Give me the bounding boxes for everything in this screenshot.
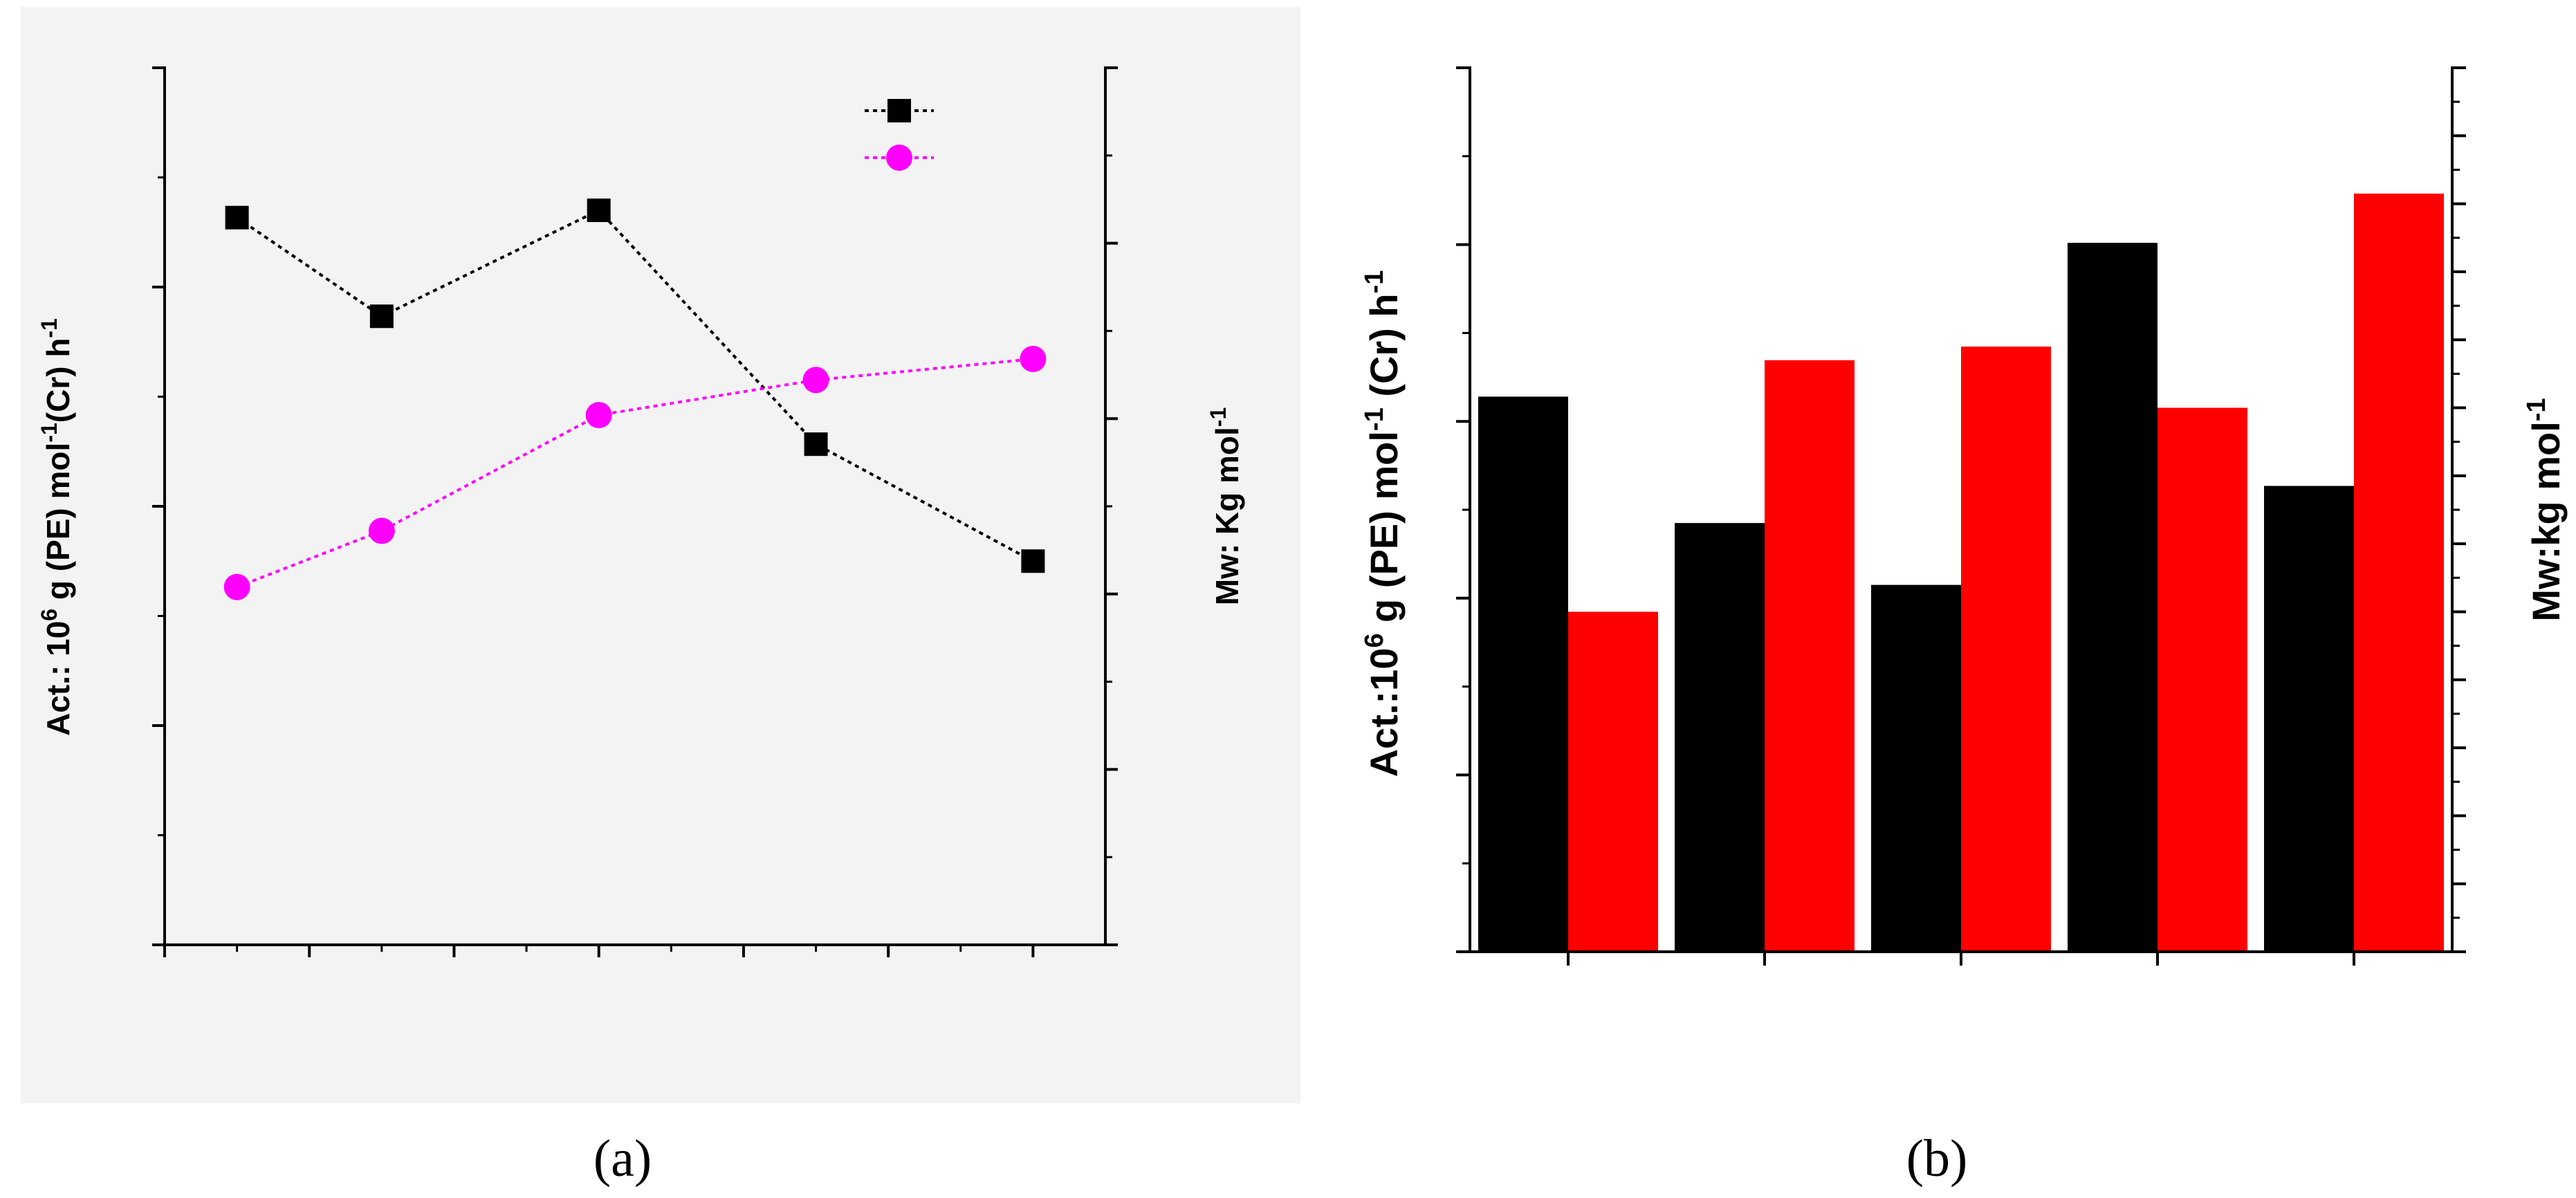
- panel-a-mw-point: [802, 367, 829, 394]
- panel-a-background: [21, 7, 1300, 1103]
- panel-a-caption: (a): [594, 1130, 652, 1188]
- bar-activity-cr4: [2068, 243, 2158, 952]
- bar-activity-cr5: [2264, 486, 2354, 952]
- bar-mw-cr5: [2354, 193, 2444, 952]
- panel-a-mw-point: [368, 517, 395, 544]
- panel-a-activity-point: [587, 199, 611, 223]
- bar-activity-cr1: [1478, 396, 1568, 952]
- bar-mw-cr1: [1568, 611, 1658, 952]
- panel-a-y2-axis-label: Mw: Kg mol-1: [1206, 407, 1245, 606]
- panel-a-activity-point: [804, 432, 828, 457]
- panel-a-line-chart: Act.: 106 g (PE) mol-1(Cr) h-1 Mw: Kg mol…: [21, 7, 1300, 1103]
- panel-b-bar-chart: Act.:106 g (PE) mol-1 (Cr) h-1 Mw:kg mol-…: [1360, 66, 2568, 966]
- legend-activity-marker: [887, 99, 911, 122]
- panel-a-mw-point: [1020, 345, 1047, 372]
- panel-a-activity-point: [369, 304, 394, 329]
- bar-activity-cr2: [1675, 523, 1765, 952]
- panel-b-y-axis-label: Act.:106 g (PE) mol-1 (Cr) h-1: [1360, 270, 1406, 777]
- panel-a-mw-point: [223, 573, 250, 600]
- bar-mw-cr3: [1961, 347, 2051, 952]
- legend-mw-marker: [886, 145, 912, 171]
- bar-mw-cr2: [1765, 360, 1855, 952]
- panel-a-y-axis-label: Act.: 106 g (PE) mol-1(Cr) h-1: [37, 318, 76, 736]
- panel-a-activity-point: [225, 205, 249, 230]
- panel-b-caption: (b): [1906, 1130, 1968, 1188]
- panel-b-y2-axis-label: Mw:kg mol-1: [2522, 398, 2568, 621]
- bar-activity-cr3: [1871, 584, 1961, 952]
- bar-mw-cr4: [2158, 407, 2247, 952]
- panel-a-mw-point: [585, 402, 612, 429]
- panel-a-activity-point: [1021, 549, 1045, 573]
